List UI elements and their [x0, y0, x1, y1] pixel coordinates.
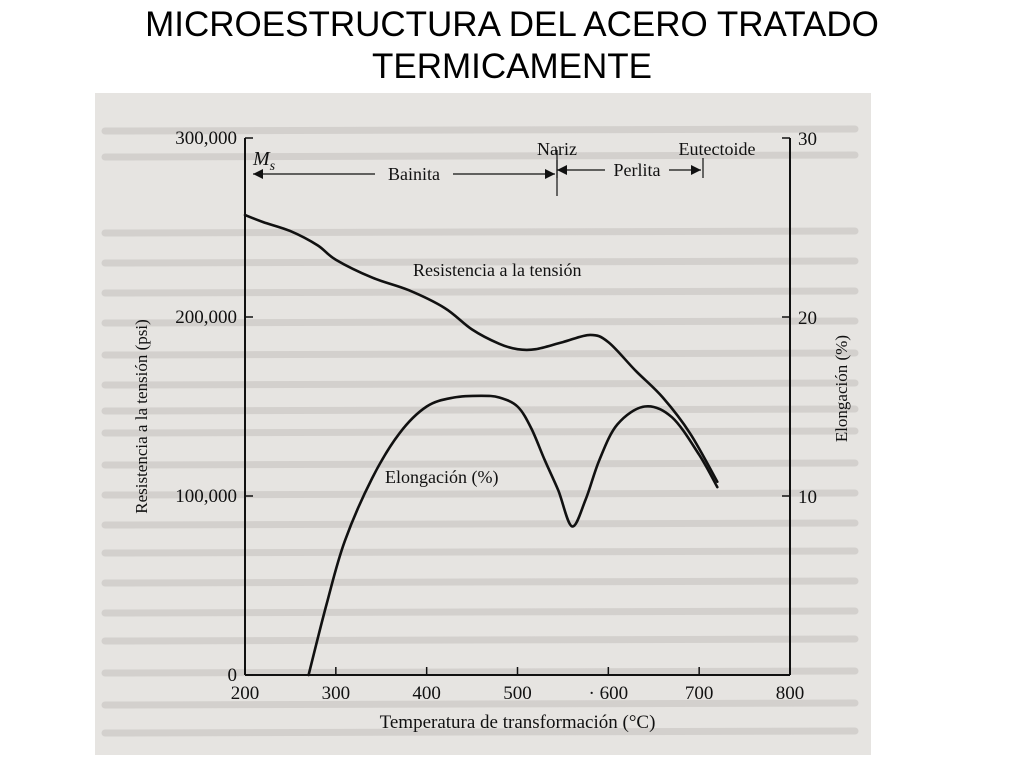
scan-ghost-lines — [101, 125, 859, 737]
x-tick-label-5: 700 — [685, 683, 714, 704]
x-tick-label-6: 800 — [776, 683, 805, 704]
y2-tick-label-1: 10 — [798, 487, 817, 508]
slide-title-line-1: MICROESTRUCTURA DEL ACERO TRATADO — [145, 5, 879, 44]
series-line-1 — [307, 394, 719, 677]
series-line-0 — [243, 213, 719, 483]
y2-axis-label: Elongación (%) — [832, 335, 851, 442]
perlita-arrowhead-left — [557, 165, 567, 175]
ms-label-sub: s — [270, 159, 276, 174]
chart: 200 300 400 500 · 600 700 800 0 100,000 200,000 30… — [101, 125, 859, 737]
y-tick-label-1: 100,000 — [175, 486, 237, 507]
bainita-label: Bainita — [388, 164, 440, 184]
y-tick-label-0: 0 — [228, 665, 238, 686]
y-axis-label: Resistencia a la tensión (psi) — [132, 319, 151, 514]
axes: 200 300 400 500 · 600 700 800 0 100,000 200,000 30… — [132, 128, 851, 733]
x-axis-label: Temperatura de transformación (°C) — [380, 712, 656, 733]
eutectoide-label: Eutectoide — [679, 139, 756, 159]
x-tick-label-3: 500 — [503, 683, 532, 704]
series — [243, 213, 719, 677]
y-tick-label-2: 200,000 — [175, 307, 237, 328]
annotations: Ms Bainita Nariz Perlita Eutectoide Resistenc… — [252, 139, 755, 488]
x-tick-label-0: 200 — [231, 683, 260, 704]
elongation-curve-label: Elongación (%) — [385, 467, 498, 488]
perlita-label: Perlita — [614, 160, 661, 180]
y2-tick-label-3: 30 — [798, 129, 817, 150]
y-tick-label-3: 300,000 — [175, 128, 237, 149]
bainita-arrowhead-right — [545, 169, 555, 179]
ms-label: Ms — [252, 148, 276, 174]
series-0 — [243, 213, 719, 483]
x-tick-label-2: 400 — [412, 683, 441, 704]
slide-title-line-2: TERMICAMENTE — [372, 47, 652, 86]
y2-tick-label-2: 20 — [798, 308, 817, 329]
x-tick-label-4: · 600 — [589, 683, 629, 704]
ms-label-main: M — [252, 148, 271, 170]
slide-title: MICROESTRUCTURA DEL ACERO TRATADO TERMIC… — [0, 4, 1024, 88]
x-tick-label-1: 300 — [322, 683, 351, 704]
perlita-arrowhead-right — [691, 165, 701, 175]
series-1 — [307, 394, 719, 677]
scanned-figure: 200 300 400 500 · 600 700 800 0 100,000 200,000 30… — [95, 93, 871, 755]
bainita-arrowhead-left — [253, 169, 263, 179]
nariz-label: Nariz — [537, 139, 577, 159]
tension-curve-label: Resistencia a la tensión — [413, 260, 581, 280]
